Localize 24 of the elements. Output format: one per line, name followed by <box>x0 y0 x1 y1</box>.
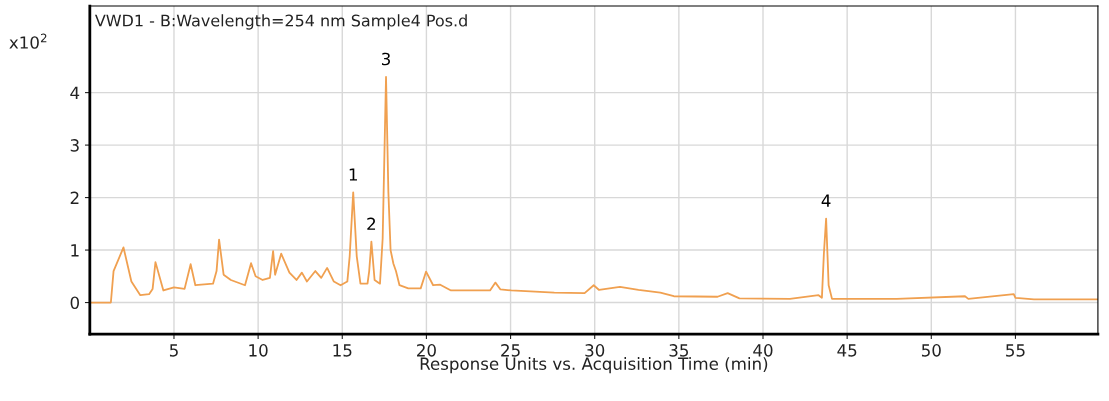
x-tick-label: 25 <box>501 344 520 357</box>
x-tick-label: 50 <box>921 344 941 357</box>
text: x10$^{2}$ <box>9 33 47 49</box>
x-tick-label: 55 <box>1006 344 1025 357</box>
annotation: 1 <box>349 168 357 181</box>
x-tick-label: 30 <box>585 344 605 357</box>
y-tick-label: 0 <box>70 296 79 310</box>
chart-title: VWD1 - B:Wavelength=254 nm Sample4 Pos.d <box>94 14 467 30</box>
x-tick-label: 20 <box>417 344 436 357</box>
y-tick-label: 3 <box>70 139 79 152</box>
annotation: 2 <box>367 217 376 230</box>
x-tick-label: 45 <box>837 344 857 357</box>
annotation: 4 <box>821 194 831 207</box>
x-tick-label: 35 <box>669 344 689 357</box>
x-axis-title: Response Units vs. Acquisition Time (min) <box>420 357 768 374</box>
y-tick-label: 2 <box>70 191 79 204</box>
line-series <box>89 75 1098 304</box>
y-tick-label: 1 <box>71 244 79 257</box>
y-tick-label: 4 <box>70 86 80 99</box>
annotation: 3 <box>382 52 390 66</box>
x-tick-label: 10 <box>249 344 268 357</box>
x-tick-label: 40 <box>753 344 773 357</box>
x-tick-label: 15 <box>333 344 352 357</box>
x-tick-label: 5 <box>169 344 178 357</box>
